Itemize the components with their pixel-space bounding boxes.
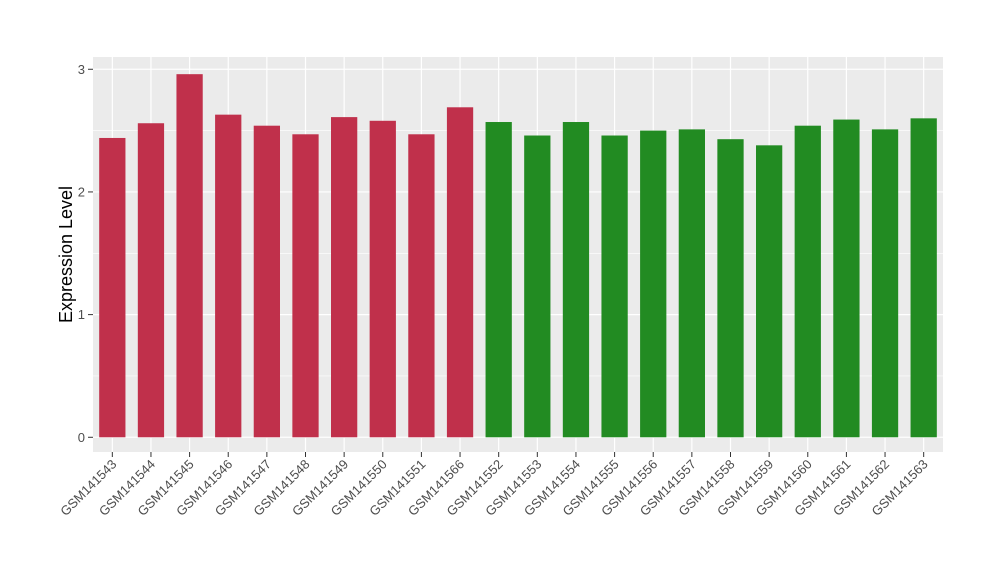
bar-GSM141545 [176,74,203,438]
y-tick-label: 3 [78,62,85,77]
bar-GSM141551 [408,134,435,438]
bar-GSM141556 [640,130,667,438]
bar-GSM141552 [485,122,512,438]
y-axis-label: Expression Level [56,186,76,323]
bar-GSM141563 [910,118,937,438]
bar-GSM141558 [717,139,744,438]
bar-GSM141566 [446,107,474,438]
bar-GSM141555 [601,135,628,438]
bar-GSM141550 [369,120,396,438]
bar-GSM141562 [871,129,899,438]
y-tick-label: 0 [78,430,85,445]
bar-GSM141549 [331,117,358,438]
bar-GSM141548 [292,134,319,438]
y-tick-label: 2 [78,184,85,199]
bar-GSM141554 [562,122,590,438]
bar-GSM141543 [99,137,126,438]
x-axis: GSM141543GSM141544GSM141545GSM141546GSM1… [57,452,931,519]
bar-GSM141544 [137,123,165,438]
bar-GSM141561 [833,119,860,438]
bar-GSM141557 [678,129,705,438]
y-tick-label: 1 [78,307,85,322]
bar-GSM141560 [794,125,821,438]
y-axis: 0 1 2 3 [78,62,93,445]
bar-GSM141559 [756,145,783,438]
bar-GSM141546 [215,114,242,438]
bars-group [99,74,937,438]
bar-GSM141547 [253,125,280,438]
bar-GSM141553 [524,135,551,438]
